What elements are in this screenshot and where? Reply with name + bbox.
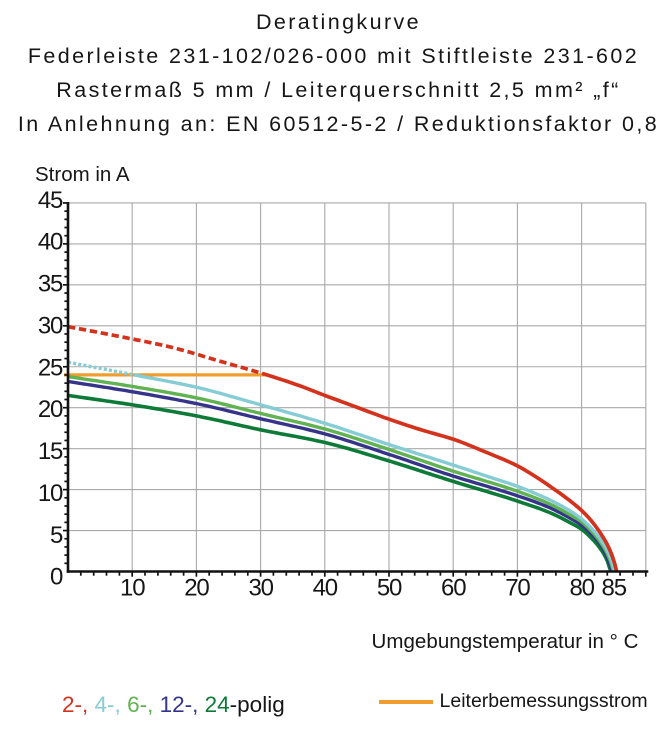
svg-text:10: 10 <box>38 480 63 507</box>
svg-text:85: 85 <box>602 575 627 602</box>
svg-text:25: 25 <box>38 354 63 381</box>
svg-text:80: 80 <box>569 575 594 602</box>
svg-text:40: 40 <box>313 575 338 602</box>
svg-text:35: 35 <box>38 271 63 298</box>
svg-text:40: 40 <box>38 229 63 256</box>
svg-text:45: 45 <box>38 187 63 214</box>
svg-text:0: 0 <box>50 564 63 591</box>
svg-text:10: 10 <box>120 575 145 602</box>
svg-text:50: 50 <box>377 575 402 602</box>
svg-text:30: 30 <box>38 312 63 339</box>
svg-text:5: 5 <box>50 522 63 549</box>
svg-text:15: 15 <box>38 438 63 465</box>
svg-text:60: 60 <box>441 575 466 602</box>
svg-text:70: 70 <box>505 575 530 602</box>
svg-text:20: 20 <box>38 396 63 423</box>
svg-text:30: 30 <box>248 575 273 602</box>
svg-text:20: 20 <box>184 575 209 602</box>
